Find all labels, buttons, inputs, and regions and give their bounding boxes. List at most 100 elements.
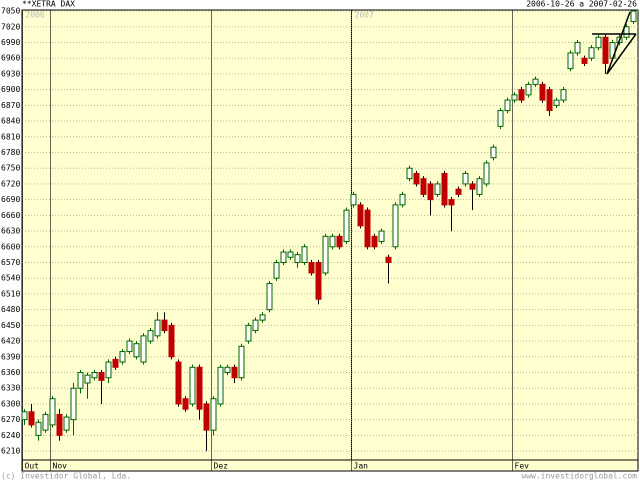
y-tick-label: 6570 — [1, 258, 20, 267]
y-tick-label: 6330 — [1, 384, 20, 393]
y-tick-label: 6930 — [1, 69, 20, 78]
candle-body — [189, 366, 196, 405]
y-tick-label: 6450 — [1, 321, 20, 330]
y-tick-label: 6660 — [1, 211, 20, 220]
candle-body — [511, 94, 518, 101]
candle-body — [308, 262, 315, 274]
candle-body — [413, 172, 420, 185]
candle-body — [497, 110, 504, 127]
plot-area — [21, 9, 639, 461]
candle-body — [28, 411, 35, 426]
candle-body — [392, 204, 399, 248]
candle-body — [581, 57, 588, 64]
candle-body — [63, 416, 70, 431]
month-strip — [21, 459, 639, 472]
candle-body — [273, 262, 280, 279]
candle-body — [448, 199, 455, 206]
candle-body — [595, 36, 602, 49]
candle-body — [518, 89, 525, 101]
candle-body — [252, 319, 259, 332]
y-tick-label: 6600 — [1, 242, 20, 251]
candle-body — [588, 47, 595, 59]
footer-left: (c) Investidor Global, Lda. — [1, 472, 131, 481]
trend-annotation — [592, 11, 637, 75]
date-range: 2006-10-26 a 2007-02-26 — [526, 0, 637, 9]
y-tick-label: 6270 — [1, 415, 20, 424]
candle-body — [294, 254, 301, 264]
candle-body — [343, 209, 350, 243]
y-tick-label: 6690 — [1, 195, 20, 204]
candle-body — [315, 262, 322, 300]
candle-body — [231, 366, 238, 379]
candle-body — [532, 78, 539, 85]
y-tick-label: 6630 — [1, 227, 20, 236]
y-tick-label: 6840 — [1, 117, 20, 126]
candle-body — [42, 413, 49, 431]
candle-body — [98, 372, 105, 381]
candle-body — [567, 52, 574, 70]
candle-body — [49, 398, 56, 426]
candle-body — [385, 256, 392, 264]
candle-body — [91, 372, 98, 379]
candle-body — [371, 235, 378, 248]
candle-body — [301, 246, 308, 264]
candle-body — [119, 351, 126, 363]
y-tick-label: 6960 — [1, 54, 20, 63]
candle-body — [623, 26, 630, 38]
candle-body — [539, 83, 546, 101]
year-label: 2006 — [26, 11, 45, 20]
candle-body — [77, 372, 84, 389]
candle-body — [483, 162, 490, 185]
candle-body — [140, 335, 147, 363]
candle-body — [490, 146, 497, 159]
candle-body — [161, 319, 168, 332]
candle-body — [602, 36, 609, 64]
y-tick-label: 6390 — [1, 352, 20, 361]
candle-body — [560, 89, 567, 101]
candle-body — [427, 183, 434, 201]
candle-body — [147, 330, 154, 342]
candle-body — [420, 178, 427, 195]
candle-body — [322, 235, 329, 274]
y-tick-label: 6210 — [1, 447, 20, 456]
month-label: Out — [25, 462, 40, 471]
candle-body — [56, 413, 63, 436]
y-tick-label: 6870 — [1, 101, 20, 110]
y-tick-label: 7020 — [1, 22, 20, 31]
candle-body — [574, 41, 581, 54]
candle-body — [469, 183, 476, 190]
candle-body — [455, 188, 462, 195]
candle-body — [196, 366, 203, 410]
candle-body — [378, 230, 385, 243]
candle-body — [399, 193, 406, 206]
candle-body — [210, 398, 217, 431]
y-tick-label: 6810 — [1, 132, 20, 141]
candle-body — [336, 235, 343, 248]
candle-body — [217, 366, 224, 405]
trend-line — [606, 11, 631, 75]
chart-title: **XETRA DAX — [22, 0, 75, 9]
candle-body — [630, 10, 637, 23]
candle-body — [203, 403, 210, 431]
candle-body — [133, 343, 140, 358]
trend-line — [606, 33, 637, 75]
candle-body — [476, 178, 483, 195]
month-label: Jan — [354, 462, 369, 471]
year-label: 2007 — [355, 11, 374, 20]
candle-body — [182, 398, 189, 410]
y-tick-label: 6480 — [1, 305, 20, 314]
y-tick-label: 6510 — [1, 289, 20, 298]
candle-body — [105, 361, 112, 379]
month-label: Nov — [53, 462, 68, 471]
candle-body — [364, 209, 371, 248]
candle-body — [112, 358, 119, 368]
candle-body — [504, 99, 511, 112]
candle-body — [266, 282, 273, 311]
candle-body — [525, 83, 532, 96]
y-tick-label: 6360 — [1, 368, 20, 377]
y-tick-label: 6540 — [1, 274, 20, 283]
candle-body — [224, 366, 231, 374]
candle-body — [175, 361, 182, 405]
y-tick-label: 6780 — [1, 148, 20, 157]
